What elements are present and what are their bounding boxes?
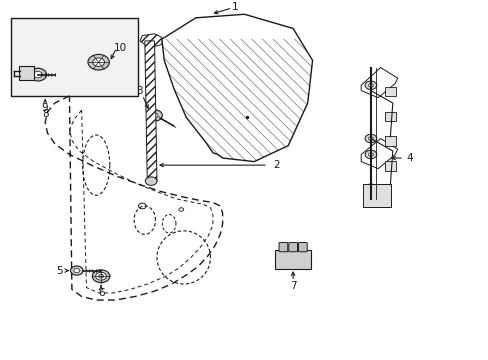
Circle shape <box>368 186 372 190</box>
Text: 4: 4 <box>406 153 412 163</box>
Polygon shape <box>162 14 312 162</box>
Circle shape <box>74 269 80 273</box>
FancyBboxPatch shape <box>279 243 287 252</box>
Circle shape <box>70 266 83 275</box>
Text: 9: 9 <box>42 103 48 113</box>
Circle shape <box>146 110 162 121</box>
Circle shape <box>93 58 104 67</box>
Circle shape <box>138 203 146 209</box>
Polygon shape <box>144 41 157 181</box>
Circle shape <box>33 71 42 78</box>
Polygon shape <box>140 34 162 48</box>
Circle shape <box>365 150 376 159</box>
Circle shape <box>368 84 372 87</box>
Polygon shape <box>361 139 397 169</box>
FancyBboxPatch shape <box>384 161 395 171</box>
Text: 1: 1 <box>231 2 238 12</box>
Text: 3: 3 <box>136 86 143 96</box>
Text: 10: 10 <box>114 43 127 53</box>
FancyBboxPatch shape <box>384 112 395 121</box>
Text: 8: 8 <box>42 109 48 119</box>
FancyBboxPatch shape <box>384 87 395 96</box>
Circle shape <box>29 68 46 81</box>
FancyBboxPatch shape <box>275 250 310 269</box>
Circle shape <box>145 177 157 185</box>
Circle shape <box>151 113 158 118</box>
FancyBboxPatch shape <box>384 136 395 146</box>
Circle shape <box>96 273 106 280</box>
FancyBboxPatch shape <box>298 243 306 252</box>
Circle shape <box>99 274 103 278</box>
Circle shape <box>365 134 376 143</box>
Circle shape <box>179 208 183 211</box>
Circle shape <box>365 184 376 193</box>
Text: 6: 6 <box>98 288 104 298</box>
Polygon shape <box>361 68 397 98</box>
Circle shape <box>365 81 376 90</box>
FancyBboxPatch shape <box>362 184 390 207</box>
FancyBboxPatch shape <box>11 18 137 96</box>
FancyBboxPatch shape <box>20 66 34 80</box>
Text: 2: 2 <box>272 160 279 170</box>
Text: 7: 7 <box>289 281 296 291</box>
Circle shape <box>88 54 109 70</box>
FancyBboxPatch shape <box>288 243 297 252</box>
Circle shape <box>368 153 372 156</box>
Text: 5: 5 <box>56 266 63 275</box>
Circle shape <box>92 270 110 283</box>
Circle shape <box>368 137 372 140</box>
